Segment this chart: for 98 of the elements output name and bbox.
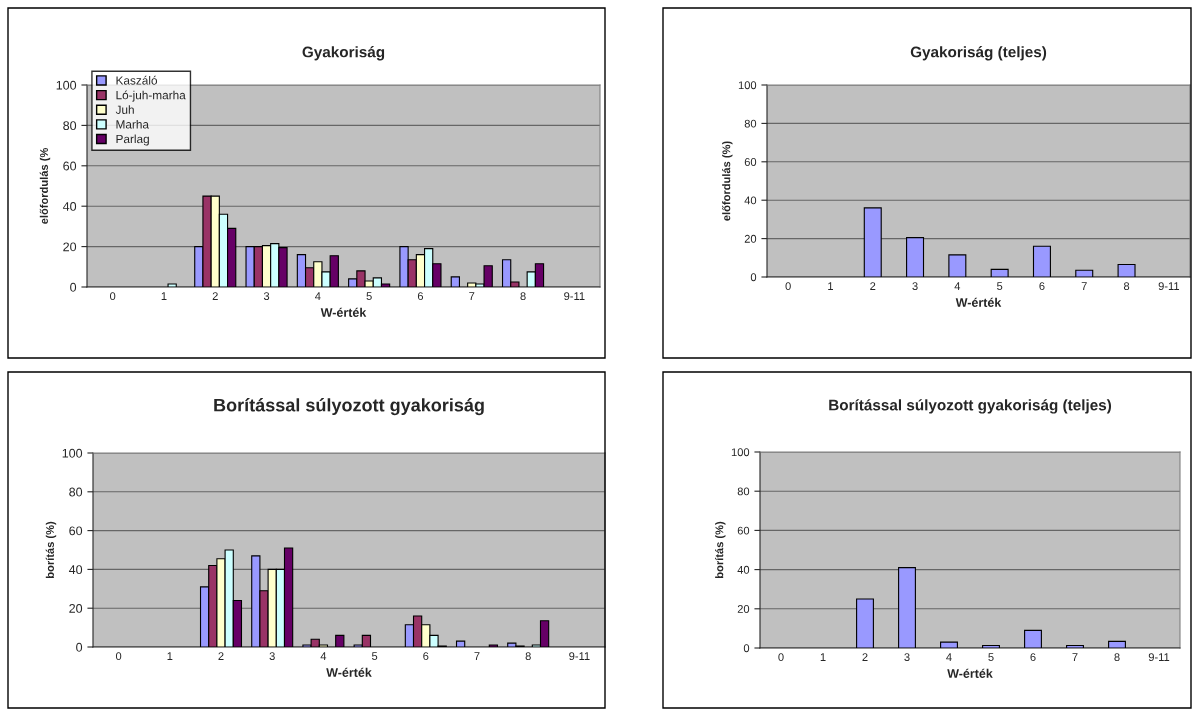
y-tick-label: 20 bbox=[744, 234, 757, 243]
x-tick-label: 1 bbox=[820, 653, 826, 661]
x-tick-label: 0 bbox=[778, 653, 784, 662]
y-tick-label: 40 bbox=[68, 565, 83, 575]
bar bbox=[455, 640, 466, 647]
y-tick-label: 60 bbox=[744, 158, 757, 166]
x-tick-label: 2 bbox=[218, 652, 224, 660]
x-tick-label: 6 bbox=[423, 652, 429, 661]
bar bbox=[1117, 263, 1136, 277]
x-tick-label: 6 bbox=[1030, 653, 1036, 662]
bar bbox=[335, 634, 345, 647]
chart-title: Gyakoriság bbox=[302, 46, 385, 61]
bar bbox=[1075, 269, 1094, 277]
y-tick-label: 100 bbox=[738, 81, 757, 90]
y-tick-label: 20 bbox=[737, 605, 750, 613]
y-tick-label: 40 bbox=[744, 196, 757, 205]
x-tick-label: 3 bbox=[912, 282, 918, 291]
x-tick-label: 6 bbox=[417, 292, 424, 301]
chart-title: Borítással súlyozott gyakoriság bbox=[214, 398, 484, 416]
x-tick-label: 6 bbox=[1039, 282, 1045, 291]
x-tick-label: 9-11 bbox=[1148, 653, 1170, 662]
x-tick-label: 7 bbox=[474, 652, 480, 660]
legend-label: Kaszáló bbox=[116, 75, 158, 85]
chart-title: Borítással súlyozott gyakoriság (teljes) bbox=[829, 399, 1112, 414]
x-tick-label: 5 bbox=[988, 653, 994, 662]
x-tick-label: 7 bbox=[1081, 282, 1087, 290]
y-tick-label: 0 bbox=[750, 273, 757, 282]
x-tick-label: 5 bbox=[997, 282, 1003, 291]
y-axis-title: előfordulás (% bbox=[39, 148, 51, 224]
y-tick-label: 80 bbox=[737, 487, 750, 496]
legend-label: Juh bbox=[115, 105, 134, 114]
x-tick-label: 4 bbox=[320, 652, 327, 660]
y-tick-label: 0 bbox=[743, 644, 750, 653]
x-tick-label: 2 bbox=[862, 653, 868, 661]
y-tick-label: 40 bbox=[62, 202, 77, 211]
x-tick-label: 8 bbox=[525, 652, 531, 661]
bar bbox=[863, 207, 882, 277]
x-tick-label: 3 bbox=[263, 292, 270, 301]
bar bbox=[856, 598, 874, 648]
legend-label: Parlag bbox=[116, 134, 149, 146]
x-tick-label: 4 bbox=[315, 292, 321, 300]
y-axis-title: borítás (%) bbox=[715, 521, 726, 578]
x-tick-label: 7 bbox=[469, 292, 475, 300]
bar bbox=[1024, 629, 1042, 648]
x-tick-label: 9-11 bbox=[569, 652, 590, 661]
y-tick-label: 60 bbox=[69, 526, 83, 536]
x-tick-label: 0 bbox=[785, 282, 791, 291]
y-tick-label: 80 bbox=[63, 121, 77, 131]
y-tick-label: 0 bbox=[76, 642, 83, 652]
x-tick-label: 2 bbox=[212, 292, 218, 300]
y-axis-title: borítás (%) bbox=[45, 521, 57, 578]
y-tick-label: 100 bbox=[56, 80, 77, 90]
x-tick-label: 3 bbox=[904, 653, 910, 662]
x-tick-label: 0 bbox=[115, 652, 122, 661]
x-tick-label: 4 bbox=[946, 653, 952, 661]
y-tick-label: 100 bbox=[62, 448, 83, 458]
bar bbox=[1108, 640, 1126, 648]
bar bbox=[1066, 644, 1084, 648]
chart-title: Gyakoriság (teljes) bbox=[910, 46, 1047, 61]
bar bbox=[898, 567, 916, 648]
x-axis-title: W-érték bbox=[955, 297, 1002, 307]
legend-label: Marha bbox=[116, 119, 149, 129]
bar bbox=[1032, 245, 1051, 277]
y-tick-label: 20 bbox=[69, 604, 83, 613]
y-tick-label: 80 bbox=[69, 487, 83, 497]
bar bbox=[450, 276, 460, 287]
x-tick-label: 5 bbox=[371, 652, 378, 661]
x-tick-label: 1 bbox=[828, 282, 833, 290]
x-tick-label: 9-11 bbox=[1158, 282, 1180, 291]
bar bbox=[982, 644, 1000, 648]
x-tick-label: 9-11 bbox=[564, 292, 585, 301]
bar bbox=[167, 283, 177, 287]
x-tick-label: 8 bbox=[1114, 653, 1120, 662]
x-tick-label: 8 bbox=[1123, 282, 1130, 291]
x-tick-label: 5 bbox=[366, 292, 372, 301]
y-tick-label: 100 bbox=[731, 448, 750, 457]
bar bbox=[940, 641, 958, 648]
bar bbox=[906, 237, 925, 277]
y-tick-label: 40 bbox=[737, 565, 750, 574]
y-tick-label: 80 bbox=[744, 119, 757, 128]
x-axis-title: W-érték bbox=[320, 307, 367, 317]
legend-label: Ló-juh-marha bbox=[116, 90, 186, 102]
x-tick-label: 4 bbox=[954, 282, 961, 290]
x-tick-label: 3 bbox=[269, 652, 275, 661]
x-tick-label: 1 bbox=[167, 652, 173, 660]
x-tick-label: 8 bbox=[520, 292, 526, 301]
x-axis-title: W-érték bbox=[947, 668, 993, 678]
bar bbox=[948, 254, 967, 277]
x-tick-label: 1 bbox=[161, 292, 167, 300]
x-tick-label: 0 bbox=[109, 292, 116, 301]
bar bbox=[990, 268, 1009, 277]
x-tick-label: 7 bbox=[1072, 653, 1078, 661]
x-tick-label: 2 bbox=[870, 282, 876, 290]
x-axis-title: W-érték bbox=[326, 667, 372, 677]
y-tick-label: 60 bbox=[737, 526, 750, 535]
y-tick-label: 20 bbox=[63, 242, 77, 252]
y-tick-label: 60 bbox=[63, 161, 77, 171]
y-axis-title: előfordulás (%) bbox=[722, 141, 733, 221]
